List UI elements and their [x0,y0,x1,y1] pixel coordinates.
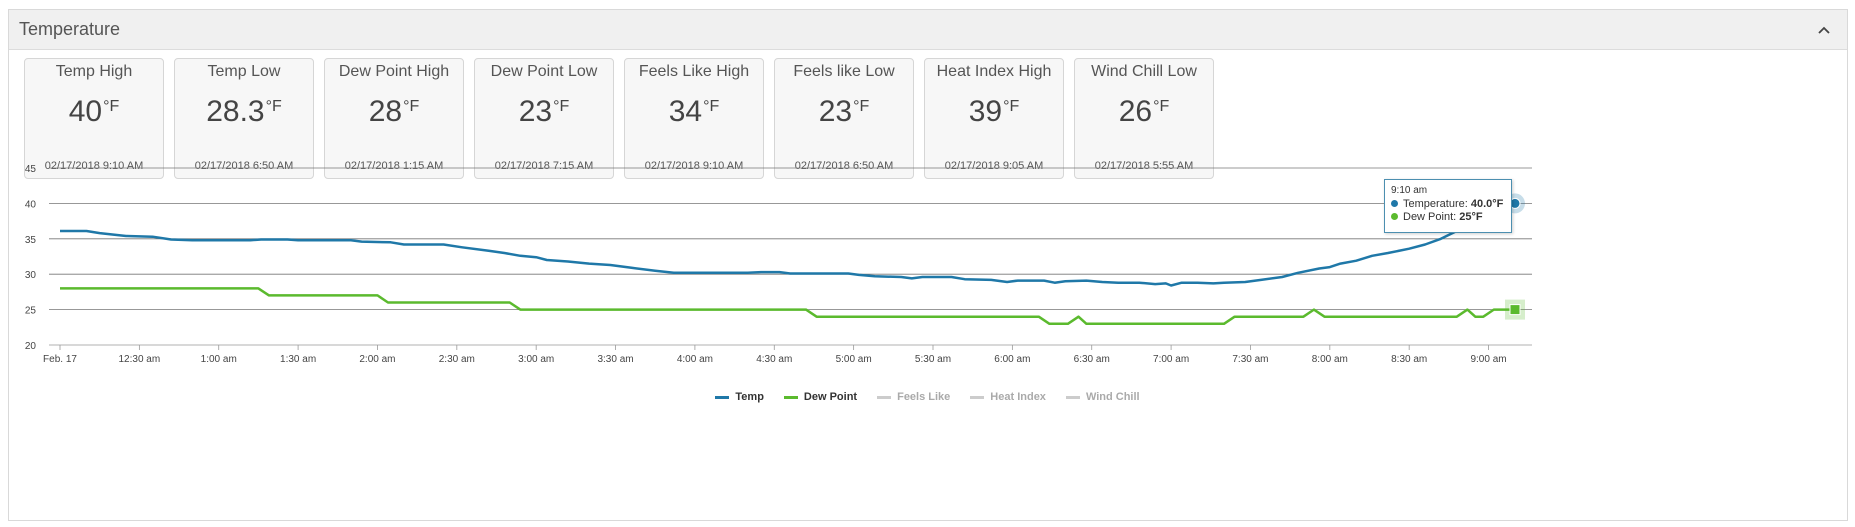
legend-item[interactable]: Feels Like [877,391,950,403]
stat-card: Dew Point Low 23°F 02/17/2018 7:15 AM [474,58,614,179]
legend-item[interactable]: Heat Index [970,391,1046,403]
legend-item[interactable]: Wind Chill [1065,391,1140,403]
y-tick-label: 35 [25,235,37,246]
card-date: 02/17/2018 6:50 AM [794,160,894,172]
stat-card: Feels like Low 23°F 02/17/2018 6:50 AM [774,58,914,179]
y-tick-label: 45 [25,164,37,175]
x-tick-label: 9:00 am [1470,354,1506,365]
tooltip-time: 9:10 am [1391,185,1428,196]
panel-title: Temperature [19,19,121,39]
stat-card: Wind Chill Low 26°F 02/17/2018 5:55 AM [1074,58,1214,179]
card-value: 34°F [668,95,720,128]
temp-dot-icon [1391,200,1398,207]
card-value: 23°F [518,95,570,128]
card-value: 23°F [818,95,870,128]
card-unit: °F [853,98,870,115]
stat-card: Temp Low 28.3°F 02/17/2018 6:50 AM [174,58,314,179]
x-tick-label: 2:00 am [359,354,395,365]
chevron-up-icon[interactable] [1815,21,1833,39]
stat-card: Dew Point High 28°F 02/17/2018 1:15 AM [324,58,464,179]
x-tick-label: 5:30 am [915,354,951,365]
x-tick-label: 5:00 am [836,354,872,365]
panel-header[interactable]: Temperature [9,10,1847,50]
x-tick-label: Feb. 17 [43,354,77,365]
legend-item[interactable]: Temp [715,391,764,403]
card-unit: °F [703,98,720,115]
stat-cards: Temp High 40°F 02/17/2018 9:10 AM Temp Low 2… [24,58,1214,179]
legend-label: Dew Point [803,391,858,403]
dewpoint-series-line [60,287,1515,326]
card-value: 28.3°F [206,95,282,128]
y-tick-label: 40 [25,199,37,210]
card-date: 02/17/2018 6:50 AM [194,160,294,172]
stat-card: Heat Index High 39°F 02/17/2018 9:05 AM [924,58,1064,179]
x-tick-label: 8:00 am [1312,354,1348,365]
card-date: 02/17/2018 7:15 AM [494,160,594,172]
x-tick-label: 7:30 am [1232,354,1268,365]
card-label: Temp High [55,63,133,80]
card-value: 39°F [968,95,1020,128]
card-value: 40°F [68,95,120,128]
legend-label: Feels Like [897,391,951,403]
legend-swatch [1065,395,1080,399]
legend-label: Temp [735,391,764,403]
dew-dot-icon [1391,213,1398,220]
card-unit: °F [1153,98,1170,115]
x-tick-label: 8:30 am [1391,354,1427,365]
x-tick-label: 4:00 am [677,354,713,365]
card-label: Dew Point Low [490,63,598,80]
chart-legend: Temp Dew Point Feels Like Heat Index Wind Ch… [0,391,1855,403]
temperature-chart[interactable]: 20 25 30 35 40 45 Feb. 17 12:30 am 1:00 am 1:30 a… [0,0,1847,518]
x-tick-label: 12:30 am [119,354,161,365]
legend-swatch [970,395,985,399]
card-label: Heat Index High [936,63,1052,80]
dew-hover-point [1509,304,1521,316]
y-tick-label: 30 [25,270,37,281]
x-tick-label: 1:30 am [280,354,316,365]
card-date: 02/17/2018 1:15 AM [344,160,444,172]
card-value: 26°F [1118,95,1170,128]
tooltip-temp-value: 40.0°F [1470,198,1504,210]
legend-swatch [783,395,798,399]
x-tick-label: 4:30 am [756,354,792,365]
card-unit: °F [265,98,282,115]
card-unit: °F [553,98,570,115]
x-tick-label: 3:00 am [518,354,554,365]
card-label: Temp Low [207,63,281,80]
card-label: Dew Point High [338,63,450,80]
stat-card: Temp High 40°F 02/17/2018 9:10 AM [24,58,164,179]
card-label: Feels Like High [638,63,750,80]
card-date: 02/17/2018 5:55 AM [1094,160,1194,172]
card-unit: °F [1003,98,1020,115]
y-tick-label: 20 [25,341,37,352]
legend-swatch [715,395,730,399]
legend-swatch [877,395,892,399]
chart-tooltip: 9:10 am Temperature: 40.0°F Dew Point: 2… [1384,179,1512,233]
x-tick-label: 1:00 am [201,354,237,365]
card-date: 02/17/2018 9:05 AM [944,160,1044,172]
stat-card: Feels Like High 34°F 02/17/2018 9:10 AM [624,58,764,179]
x-tick-label: 7:00 am [1153,354,1189,365]
temp-series-line [60,202,1516,287]
x-tick-label: 2:30 am [439,354,475,365]
tooltip-dew-row: Dew Point: 25°F [1391,211,1505,224]
legend-label: Heat Index [990,391,1046,403]
card-value: 28°F [368,95,420,128]
legend-item[interactable]: Dew Point [783,391,858,403]
x-tick-label: 6:00 am [994,354,1030,365]
card-unit: °F [403,98,420,115]
card-unit: °F [103,98,120,115]
card-date: 02/17/2018 9:10 AM [644,160,744,172]
legend-label: Wind Chill [1085,391,1140,403]
tooltip-dew-value: 25°F [1459,211,1483,223]
x-tick-label: 6:30 am [1074,354,1110,365]
chart-area: 20 25 30 35 40 45 Feb. 17 12:30 am 1:00 am 1:30 a… [0,0,1847,518]
y-tick-label: 25 [25,306,37,317]
card-date: 02/17/2018 9:10 AM [44,160,144,172]
card-label: Wind Chill Low [1091,63,1197,80]
tooltip-temp-row: Temperature: 40.0°F [1391,198,1505,211]
card-label: Feels like Low [793,63,895,80]
x-tick-label: 3:30 am [597,354,633,365]
